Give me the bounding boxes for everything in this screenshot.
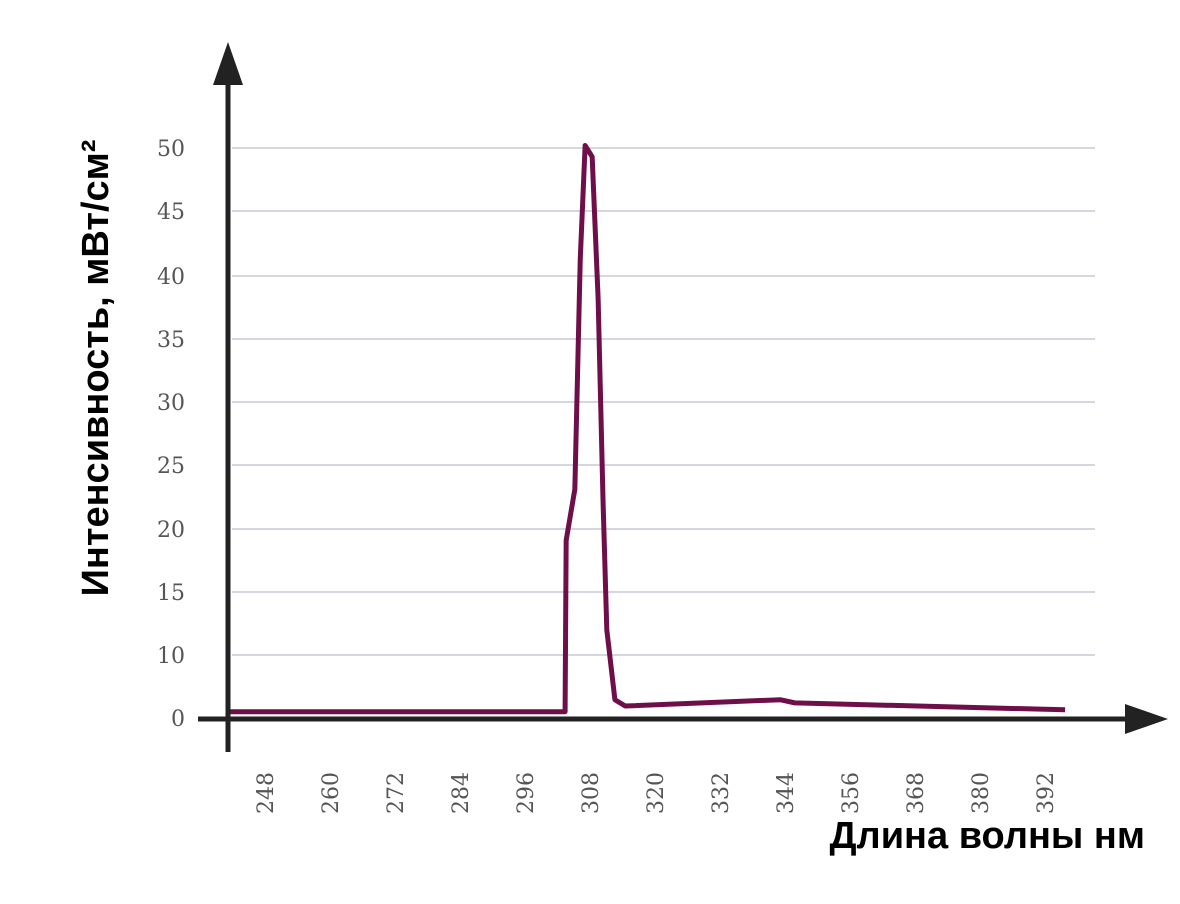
x-axis-label: Длина волны нм <box>829 815 1145 857</box>
x-tick-label: 296 <box>514 772 539 814</box>
y-ticks: 0 10 15 20 25 30 35 40 45 50 <box>157 137 185 732</box>
x-tick-label: 308 <box>579 772 604 814</box>
y-tick-label: 10 <box>157 644 185 669</box>
x-tick-label: 260 <box>319 772 344 814</box>
y-tick-label: 25 <box>157 454 185 479</box>
x-axis-arrow <box>1125 704 1168 734</box>
x-tick-label: 380 <box>969 772 994 814</box>
y-axis-arrow <box>213 42 243 85</box>
y-axis-label: Интенсивность, мВт/см² <box>75 140 117 597</box>
grid <box>232 147 1095 656</box>
x-tick-label: 344 <box>774 772 799 814</box>
x-ticks: 248 260 272 284 296 308 320 332 344 356 368 380 392 <box>254 772 1059 814</box>
x-tick-label: 248 <box>254 772 279 814</box>
x-tick-label: 272 <box>384 772 409 814</box>
x-tick-label: 320 <box>644 772 669 814</box>
y-tick-label: 40 <box>157 265 185 290</box>
x-tick-label: 332 <box>709 772 734 814</box>
y-tick-label: 45 <box>157 200 185 225</box>
x-tick-label: 368 <box>904 772 929 814</box>
y-tick-label: 30 <box>157 391 185 416</box>
x-tick-label: 284 <box>449 772 474 814</box>
series-line <box>229 142 1066 715</box>
y-tick-label: 15 <box>157 581 185 606</box>
y-tick-label: 50 <box>157 137 185 162</box>
x-tick-label: 392 <box>1034 772 1059 814</box>
y-tick-label: 20 <box>157 518 185 543</box>
y-tick-label: 0 <box>171 707 185 732</box>
y-tick-label: 35 <box>157 328 185 353</box>
x-tick-label: 356 <box>839 772 864 814</box>
